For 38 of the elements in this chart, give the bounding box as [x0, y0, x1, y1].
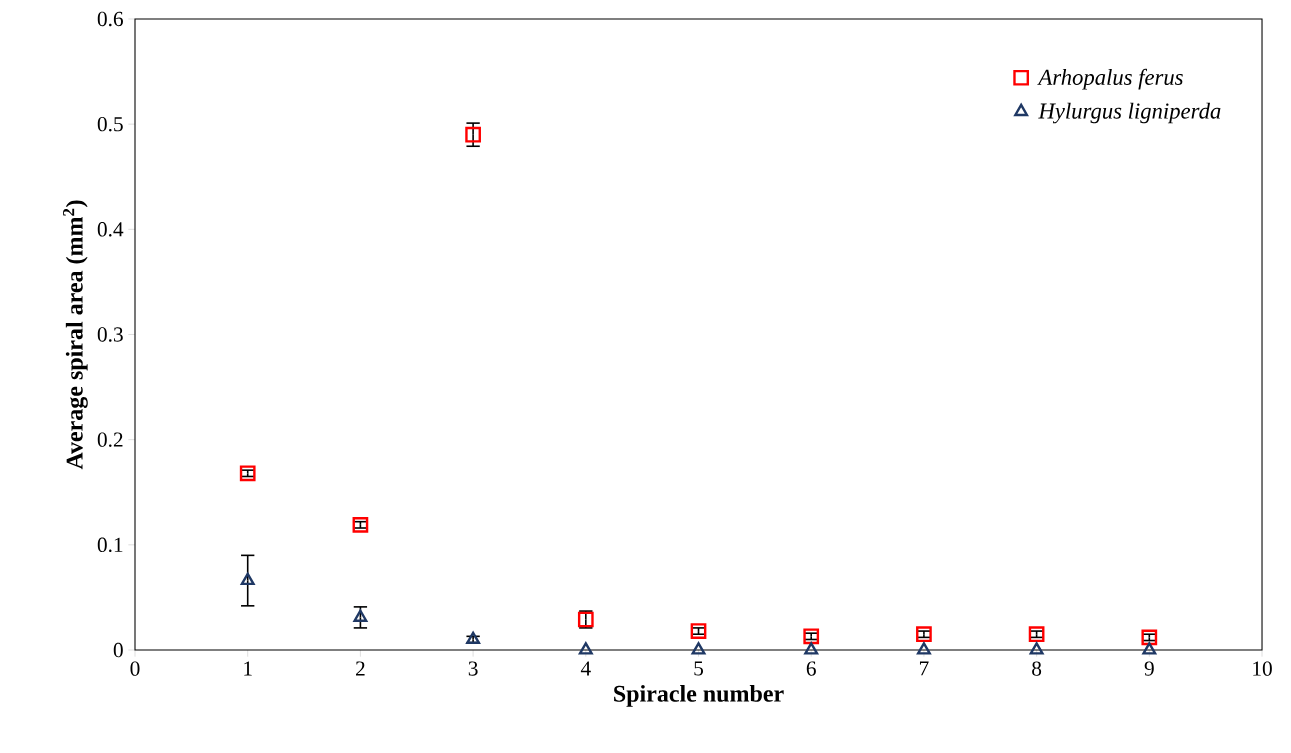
y-tick-label: 0.1	[97, 537, 123, 553]
x-tick-label: 3	[468, 661, 478, 676]
y-tick-label: 0.2	[97, 432, 123, 447]
y-axis-title: Average spiral area (mm$^{2}$)	[63, 200, 88, 470]
y-tick-label: 0	[113, 642, 123, 658]
x-tick-label: 7	[919, 661, 929, 676]
point	[690, 623, 707, 639]
point	[1028, 626, 1045, 643]
x-tick-label: 2	[356, 661, 365, 676]
point	[804, 642, 819, 655]
point	[916, 642, 931, 655]
point	[691, 642, 706, 655]
x-tick-label: 9	[1144, 661, 1154, 676]
x-tick-label: 6	[806, 661, 816, 676]
y-tick-label: 0.3	[97, 327, 123, 342]
y-tick-label: 0.6	[97, 11, 123, 27]
x-tick-label: 0	[130, 661, 140, 676]
point	[1142, 642, 1157, 655]
point	[466, 631, 481, 645]
point	[239, 465, 256, 482]
x-tick-label: 8	[1032, 661, 1042, 676]
legend-label: Arhopalus ferus	[1037, 68, 1183, 90]
x-tick-label: 1	[244, 661, 252, 676]
point	[240, 572, 255, 586]
x-tick-label: 4	[580, 661, 591, 676]
y-tick-label: 0.4	[97, 222, 124, 237]
x-tick-label: 10	[1253, 661, 1272, 676]
point	[1141, 629, 1158, 646]
point	[578, 642, 593, 655]
x-axis-title: Spiracle number	[614, 684, 784, 707]
y-tick-label: 0.5	[97, 116, 123, 132]
point	[352, 516, 369, 533]
legend-label: Hylurgus ligniperda	[1038, 102, 1221, 124]
point	[803, 628, 820, 645]
x-tick-label: 5	[694, 661, 704, 676]
point	[916, 626, 932, 643]
point	[1029, 642, 1044, 655]
point	[465, 126, 481, 143]
